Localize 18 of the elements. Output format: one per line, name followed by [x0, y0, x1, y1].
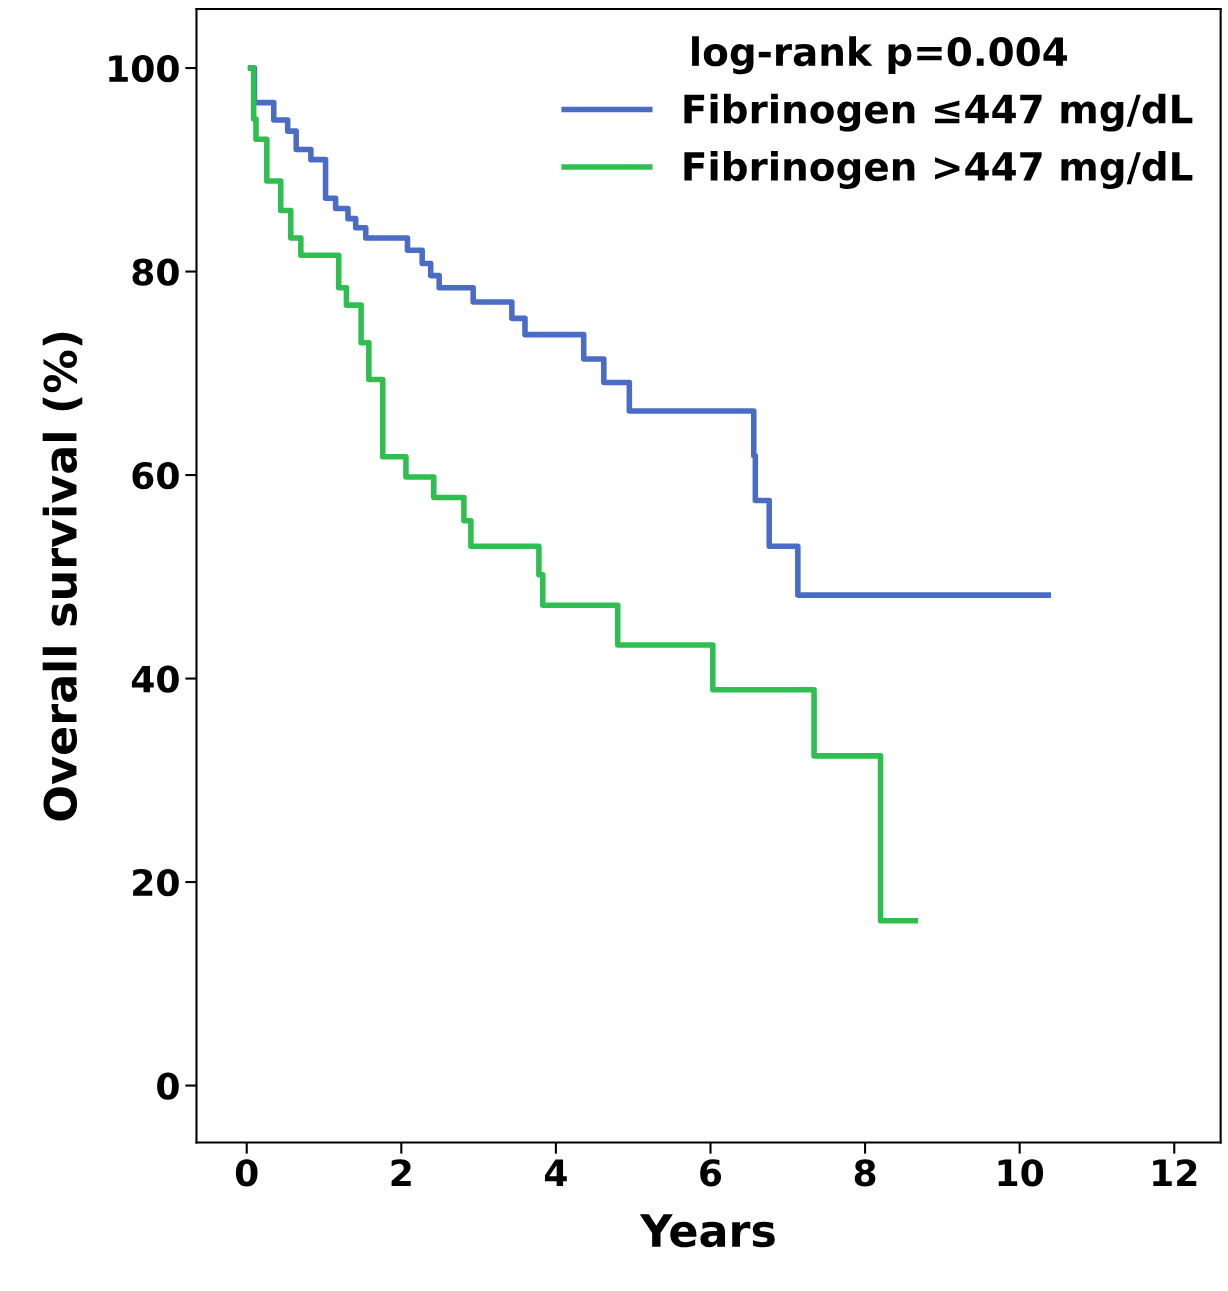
x-tick-label: 8 — [854, 1159, 876, 1187]
x-tick-label: 4 — [544, 1159, 567, 1186]
x-tick-label: 12 — [1153, 1159, 1197, 1186]
y-tick-label: 80 — [132, 258, 179, 286]
y-axis-title: Overall survival (%) — [42, 332, 83, 821]
x-tick-label: 10 — [998, 1159, 1044, 1187]
legend-title: log-rank p=0.004 — [692, 36, 1067, 75]
y-tick-label: 60 — [132, 461, 179, 490]
y-tick-label: 20 — [133, 868, 179, 897]
x-tick-label: 6 — [700, 1159, 722, 1187]
y-tick-label: 0 — [157, 1072, 179, 1100]
x-tick-label: 0 — [235, 1159, 258, 1187]
y-tick-label: 100 — [109, 54, 179, 83]
x-axis-title: Years — [639, 1214, 775, 1248]
x-tick-label: 2 — [391, 1159, 411, 1186]
legend-label: Fibrinogen ≤447 mg/dL — [684, 93, 1193, 132]
legend-label: Fibrinogen >447 mg/dL — [684, 151, 1193, 189]
y-tick-label: 40 — [131, 665, 179, 693]
